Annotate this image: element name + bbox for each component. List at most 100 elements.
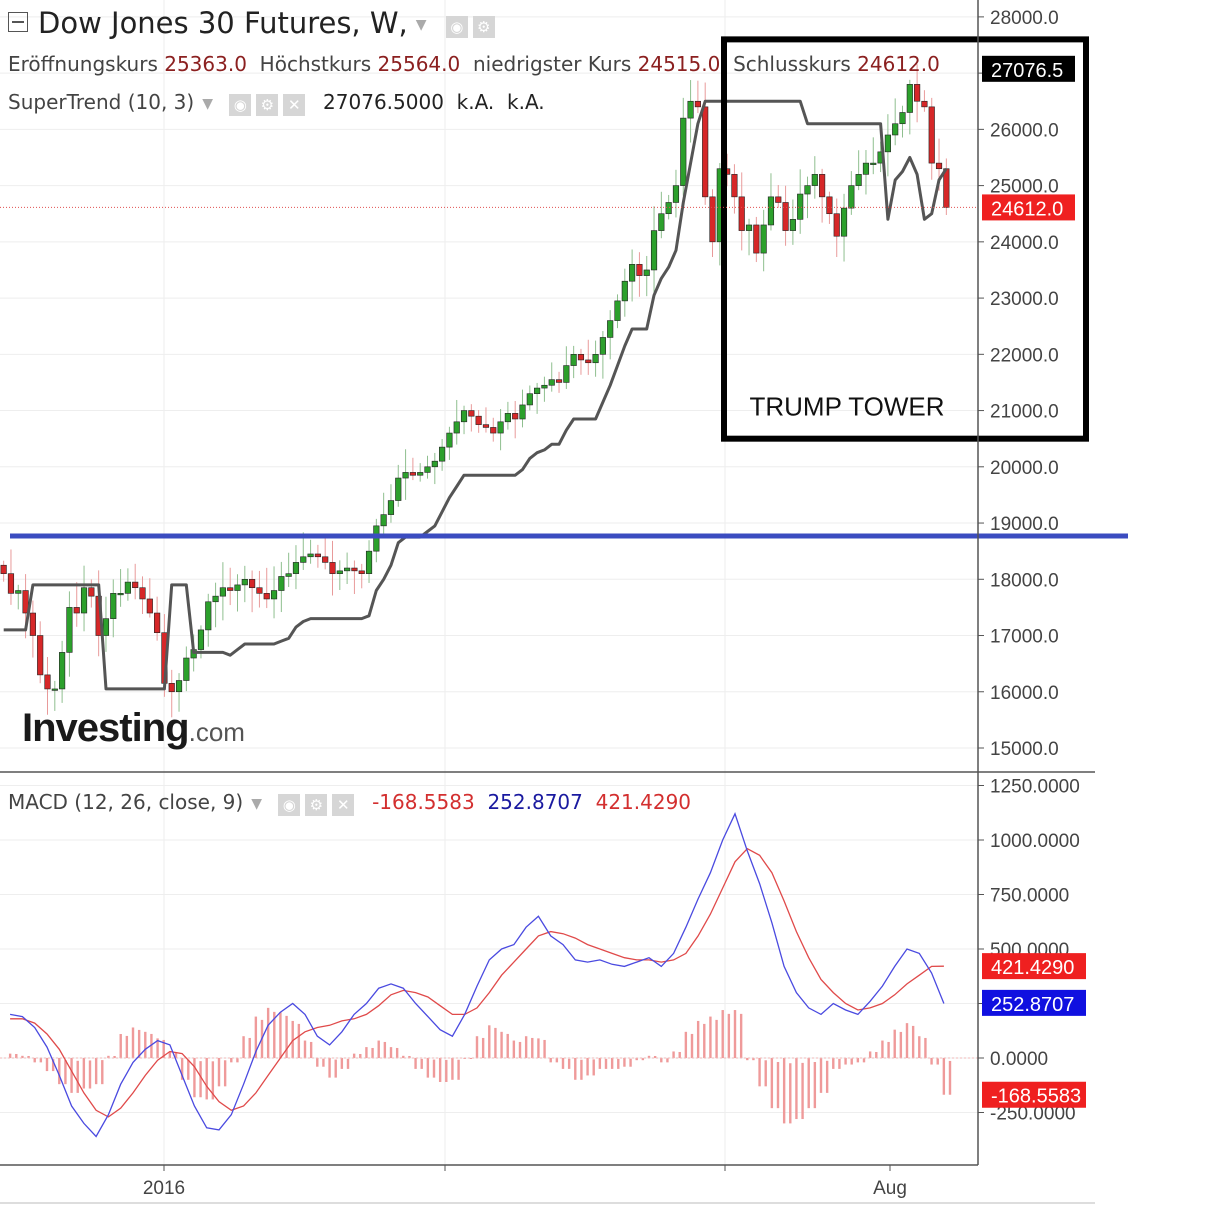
histogram-bar [653, 1055, 657, 1058]
histogram-bar [672, 1051, 675, 1058]
macd-marker-label: -168.5583 [991, 1086, 1081, 1108]
histogram-bar [150, 1033, 153, 1058]
eye-icon[interactable]: ◉ [229, 93, 252, 116]
candle [614, 300, 621, 321]
eye-icon[interactable]: ◉ [278, 793, 301, 816]
candle [154, 612, 161, 634]
candle [241, 578, 248, 586]
histogram-bar [696, 1020, 700, 1058]
y-tick-label: 22000.0 [990, 345, 1059, 366]
histogram-bar [868, 1051, 872, 1058]
chevron-down-icon[interactable]: ▼ [202, 95, 213, 112]
histogram-bar [39, 1058, 43, 1063]
axes: 15000.0 16000.0 17000.0 18000.0 19000.0 20000… [0, 0, 1095, 1204]
candle [599, 337, 606, 355]
histogram-bar [107, 1055, 110, 1058]
histogram-bar [137, 1029, 141, 1058]
histogram-bar [322, 1058, 325, 1067]
candle [862, 162, 870, 175]
candle [665, 202, 672, 215]
candle [760, 224, 767, 254]
histogram-bar [549, 1058, 552, 1063]
candle [124, 581, 131, 594]
candle [22, 590, 29, 614]
histogram-bar [273, 1011, 276, 1058]
candle [344, 567, 351, 572]
close-icon[interactable]: ✕ [283, 93, 306, 116]
macd-marker-label: 252.8707 [991, 994, 1074, 1016]
gear-icon[interactable]: ⚙ [305, 793, 328, 816]
candle [51, 688, 58, 691]
histogram-bar [303, 1040, 307, 1058]
candle [0, 564, 7, 574]
candle [585, 359, 592, 364]
supertrend-value-3: k.A. [507, 90, 545, 114]
candle [555, 379, 563, 383]
macd-y-tick-label: 750.0000 [990, 886, 1069, 907]
candle [738, 196, 745, 231]
candle [475, 415, 482, 425]
candle [431, 460, 438, 468]
candle [826, 196, 833, 215]
candle [234, 584, 241, 591]
candle [336, 570, 343, 574]
histogram-bar [432, 1059, 436, 1078]
histogram-bar [678, 1051, 681, 1058]
histogram-bar [383, 1041, 387, 1058]
macd-y-tick-label: 1000.0000 [990, 831, 1080, 852]
histogram-bar [113, 1055, 116, 1058]
price-marker-box [982, 194, 1075, 221]
histogram-bar [660, 1058, 663, 1063]
candle [117, 593, 124, 596]
candle [672, 185, 680, 203]
candle [183, 657, 190, 681]
histogram-bar [918, 1036, 921, 1058]
chevron-down-icon[interactable]: ▼ [251, 795, 262, 812]
histogram-bar [709, 1016, 712, 1058]
histogram-bar [721, 1010, 724, 1058]
histogram-bar [813, 1062, 817, 1109]
candle [782, 202, 789, 231]
candle [409, 472, 416, 476]
supertrend-line [3, 99, 948, 691]
histogram-bar [285, 1015, 288, 1058]
gear-icon[interactable]: ⚙ [472, 16, 495, 38]
histogram-bar [801, 1062, 804, 1120]
macd-signal-value: 421.4290 [595, 790, 692, 814]
histogram-bar [180, 1058, 184, 1080]
candle [66, 607, 73, 653]
candle [102, 618, 110, 636]
histogram-bar [309, 1041, 313, 1058]
candle [219, 587, 226, 597]
candle [139, 587, 146, 600]
histogram-bar [266, 1007, 270, 1058]
histogram-bar [666, 1058, 669, 1063]
chevron-down-icon[interactable]: ▼ [415, 17, 427, 33]
candle [694, 100, 701, 108]
histogram-bar [647, 1055, 651, 1058]
gear-icon[interactable]: ⚙ [256, 93, 279, 116]
close-icon[interactable]: ✕ [332, 793, 355, 816]
histogram-bar [782, 1058, 786, 1124]
candle [767, 196, 775, 226]
histogram-bar [211, 1061, 215, 1100]
candle [73, 607, 80, 614]
histogram-bar [506, 1033, 509, 1058]
histogram-bar [844, 1058, 847, 1065]
histogram-bar [395, 1047, 399, 1058]
candle [687, 100, 694, 119]
collapse-icon[interactable] [8, 12, 28, 32]
macd-marker-box [982, 989, 1086, 1016]
annotation-box [721, 36, 1089, 442]
histogram-bar [174, 1051, 178, 1058]
eye-icon[interactable]: ◉ [445, 16, 468, 38]
supertrend-icons: ◉ ⚙ ✕ [229, 91, 310, 116]
supertrend-legend: SuperTrend (10, 3) ▼ ◉ ⚙ ✕ 27076.5000 k.A. … [8, 90, 545, 116]
price-marker-box [982, 55, 1075, 82]
candle [563, 365, 570, 383]
candle [935, 162, 943, 170]
price-marker-label: 27076.5 [991, 60, 1063, 82]
histogram-bar [193, 1058, 196, 1098]
histogram-bar [27, 1055, 30, 1058]
